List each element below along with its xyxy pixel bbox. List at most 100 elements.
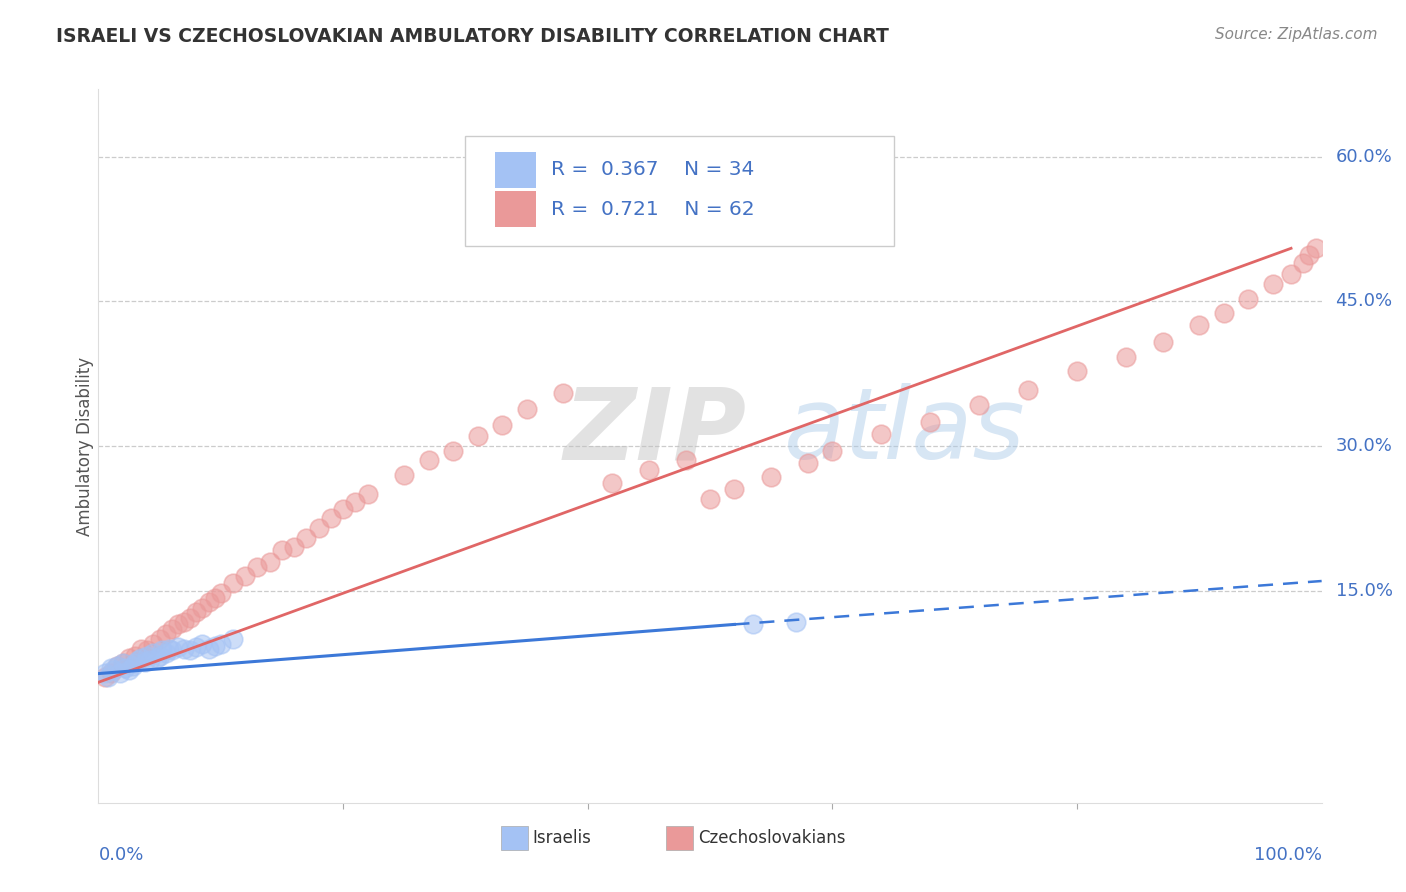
Point	[467, 429, 489, 443]
Point	[149, 632, 172, 646]
Point	[121, 658, 143, 673]
Point	[124, 649, 146, 664]
Text: 0.0%: 0.0%	[98, 846, 143, 863]
Point	[111, 656, 134, 670]
Point	[129, 641, 152, 656]
Point	[491, 417, 513, 432]
Point	[142, 646, 165, 660]
Text: 60.0%: 60.0%	[1336, 148, 1392, 166]
Point	[134, 655, 156, 669]
Text: Israelis: Israelis	[533, 830, 592, 847]
Point	[150, 643, 173, 657]
Point	[105, 658, 128, 673]
Text: 100.0%: 100.0%	[1254, 846, 1322, 863]
FancyBboxPatch shape	[495, 152, 536, 187]
Point	[100, 661, 122, 675]
Point	[699, 491, 721, 506]
Point	[553, 386, 575, 401]
Point	[97, 670, 120, 684]
Point	[118, 663, 141, 677]
Point	[319, 511, 342, 525]
FancyBboxPatch shape	[495, 191, 536, 227]
Point	[173, 615, 195, 629]
Y-axis label: Ambulatory Disability: Ambulatory Disability	[76, 357, 94, 535]
Point	[209, 637, 232, 651]
Point	[761, 470, 783, 484]
Point	[821, 443, 844, 458]
Point	[967, 399, 990, 413]
Point	[1152, 334, 1174, 349]
Point	[418, 453, 440, 467]
Point	[233, 569, 256, 583]
Point	[356, 487, 378, 501]
Point	[93, 670, 115, 684]
Point	[191, 601, 214, 615]
Point	[308, 521, 330, 535]
Point	[675, 453, 697, 467]
Point	[797, 456, 820, 470]
Text: ZIP: ZIP	[564, 384, 747, 480]
FancyBboxPatch shape	[501, 826, 527, 850]
Point	[167, 640, 190, 654]
Point	[222, 576, 245, 591]
Point	[114, 661, 136, 675]
Point	[110, 665, 132, 680]
Point	[1017, 383, 1039, 397]
Point	[118, 651, 141, 665]
Point	[155, 627, 177, 641]
Point	[270, 543, 294, 558]
Point	[1237, 293, 1260, 307]
Text: ISRAELI VS CZECHOSLOVAKIAN AMBULATORY DISABILITY CORRELATION CHART: ISRAELI VS CZECHOSLOVAKIAN AMBULATORY DI…	[56, 27, 889, 45]
Text: atlas: atlas	[783, 384, 1025, 480]
Text: R =  0.721    N = 62: R = 0.721 N = 62	[551, 200, 755, 219]
Point	[259, 555, 281, 569]
Text: 15.0%: 15.0%	[1336, 582, 1392, 599]
Point	[100, 665, 122, 680]
Point	[197, 641, 219, 656]
Point	[1298, 248, 1320, 262]
Point	[204, 639, 226, 653]
Point	[197, 595, 219, 609]
Point	[392, 467, 416, 482]
Point	[600, 475, 623, 490]
Point	[222, 632, 245, 646]
Point	[136, 643, 159, 657]
Point	[441, 443, 464, 458]
Point	[129, 651, 152, 665]
Point	[332, 501, 354, 516]
Point	[283, 541, 305, 555]
Point	[146, 651, 169, 665]
Point	[344, 495, 367, 509]
Point	[139, 653, 162, 667]
Point	[1261, 277, 1284, 291]
Point	[920, 415, 942, 429]
Point	[204, 591, 226, 606]
Point	[136, 649, 159, 664]
Text: R =  0.367    N = 34: R = 0.367 N = 34	[551, 161, 755, 179]
Text: 30.0%: 30.0%	[1336, 437, 1392, 455]
Point	[160, 622, 183, 636]
Point	[1292, 256, 1315, 270]
Point	[870, 427, 893, 442]
Point	[637, 463, 661, 477]
Point	[179, 610, 201, 624]
Point	[173, 641, 195, 656]
Point	[295, 531, 318, 545]
Point	[723, 483, 745, 497]
Point	[515, 402, 537, 417]
Point	[1305, 241, 1327, 255]
Point	[167, 617, 190, 632]
Point	[179, 643, 201, 657]
Point	[157, 641, 180, 656]
Point	[1066, 364, 1088, 378]
Point	[101, 663, 124, 677]
FancyBboxPatch shape	[465, 136, 894, 246]
Point	[160, 643, 183, 657]
Point	[186, 605, 208, 619]
Point	[142, 637, 165, 651]
Text: Source: ZipAtlas.com: Source: ZipAtlas.com	[1215, 27, 1378, 42]
Point	[785, 615, 807, 629]
Point	[111, 656, 134, 670]
Point	[186, 640, 208, 654]
Point	[155, 646, 177, 660]
